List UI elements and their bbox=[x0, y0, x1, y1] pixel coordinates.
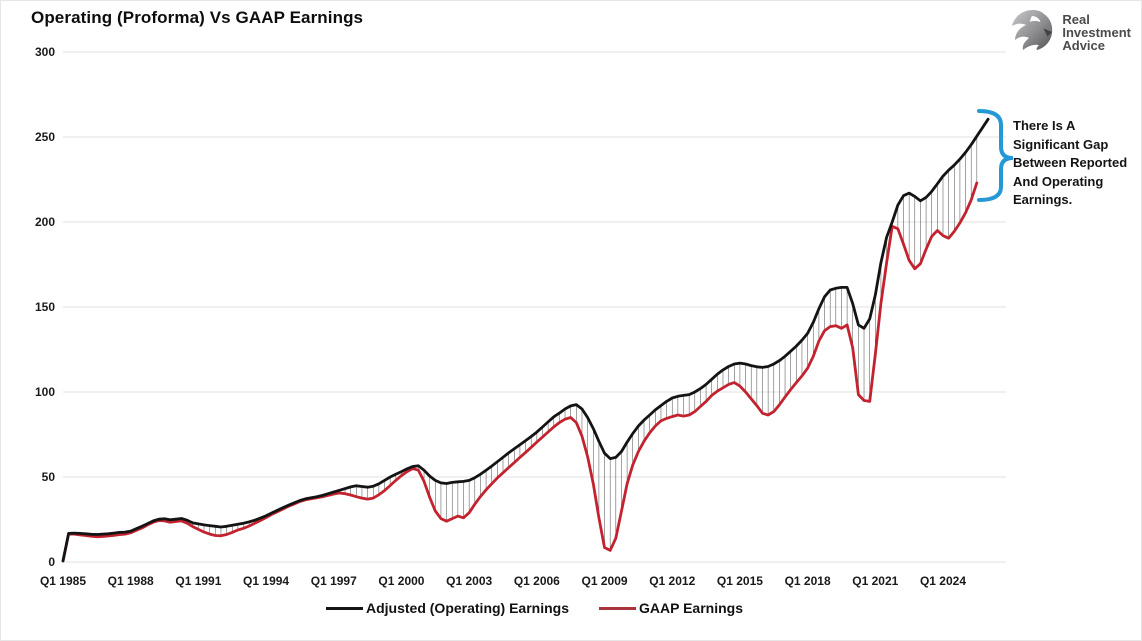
legend-item-operating: Adjusted (Operating) Earnings bbox=[325, 600, 569, 616]
svg-text:50: 50 bbox=[42, 470, 56, 484]
svg-text:Q1 2006: Q1 2006 bbox=[514, 574, 560, 588]
eagle-icon bbox=[1010, 9, 1056, 56]
svg-text:Q1 2015: Q1 2015 bbox=[717, 574, 763, 588]
logo-line-1: Real bbox=[1062, 12, 1090, 27]
annotation-line: Significant Gap bbox=[1013, 136, 1109, 152]
annotation-line: And Operating bbox=[1013, 173, 1104, 189]
svg-text:300: 300 bbox=[35, 45, 55, 59]
annotation-line: There Is A bbox=[1013, 118, 1076, 133]
svg-text:Q1 1988: Q1 1988 bbox=[108, 574, 154, 588]
svg-text:Q1 1994: Q1 1994 bbox=[243, 574, 289, 588]
svg-text:Q1 2012: Q1 2012 bbox=[649, 574, 695, 588]
svg-text:200: 200 bbox=[35, 215, 55, 229]
gaap-line-swatch bbox=[599, 606, 636, 610]
legend-label-gaap: GAAP Earnings bbox=[639, 600, 743, 616]
svg-text:Q1 2021: Q1 2021 bbox=[852, 574, 898, 588]
chart-title: Operating (Proforma) Vs GAAP Earnings bbox=[31, 8, 364, 27]
svg-text:Q1 2009: Q1 2009 bbox=[582, 574, 628, 588]
svg-text:0: 0 bbox=[48, 555, 55, 569]
svg-text:Q1 1997: Q1 1997 bbox=[311, 574, 357, 588]
svg-text:Q1 1991: Q1 1991 bbox=[175, 574, 221, 588]
svg-text:Q1 2024: Q1 2024 bbox=[920, 574, 966, 588]
svg-text:Q1 2000: Q1 2000 bbox=[378, 574, 424, 588]
svg-text:Q1 1985: Q1 1985 bbox=[40, 574, 86, 588]
svg-text:100: 100 bbox=[35, 385, 55, 399]
logo-wordmark: Real Investment Advice bbox=[1062, 13, 1131, 52]
gap-annotation-text: There Is A Significant Gap Between Repor… bbox=[1013, 117, 1135, 210]
legend-label-operating: Adjusted (Operating) Earnings bbox=[365, 600, 569, 616]
logo-line-2: Investment bbox=[1062, 25, 1131, 40]
legend-item-gaap: GAAP Earnings bbox=[599, 600, 743, 616]
logo-line-3: Advice bbox=[1062, 38, 1105, 53]
operating-line-swatch bbox=[325, 606, 363, 610]
chart-legend: Adjusted (Operating) Earnings GAAP Earni… bbox=[63, 600, 1006, 616]
real-investment-advice-logo: Real Investment Advice bbox=[1010, 9, 1131, 56]
svg-text:150: 150 bbox=[35, 300, 55, 314]
annotation-line: Earnings. bbox=[1013, 192, 1073, 207]
svg-text:250: 250 bbox=[35, 130, 55, 144]
annotation-line: Between Reported bbox=[1013, 155, 1128, 170]
svg-text:Q1 2018: Q1 2018 bbox=[785, 574, 831, 588]
svg-text:Q1 2003: Q1 2003 bbox=[446, 574, 492, 588]
